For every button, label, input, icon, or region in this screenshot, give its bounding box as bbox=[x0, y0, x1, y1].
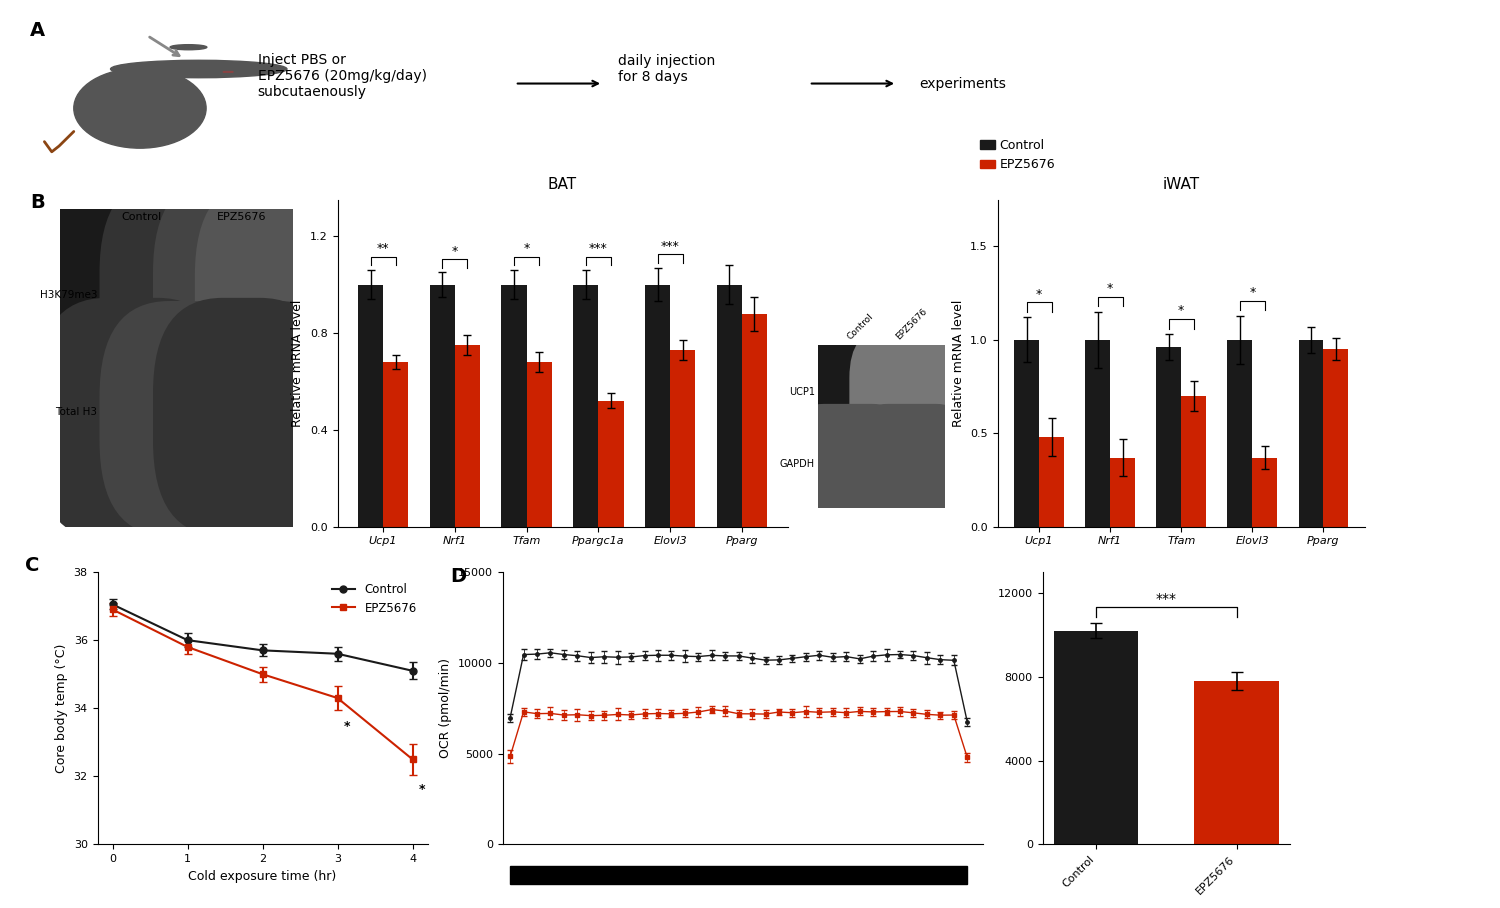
FancyBboxPatch shape bbox=[849, 329, 975, 455]
Text: **: ** bbox=[376, 242, 390, 255]
Ellipse shape bbox=[170, 44, 207, 50]
Y-axis label: Relative mRNA level: Relative mRNA level bbox=[951, 300, 964, 427]
FancyBboxPatch shape bbox=[195, 301, 348, 536]
Text: daily injection
for 8 days: daily injection for 8 days bbox=[618, 54, 716, 84]
Text: EPZ5676: EPZ5676 bbox=[216, 212, 266, 222]
Bar bbox=[573, 284, 598, 527]
Text: *: * bbox=[1250, 286, 1256, 299]
Y-axis label: OCR (pmol/min): OCR (pmol/min) bbox=[440, 658, 452, 758]
Legend: Control, EPZ5676: Control, EPZ5676 bbox=[975, 134, 1060, 176]
Bar bbox=[1156, 348, 1180, 527]
Bar bbox=[670, 350, 696, 527]
FancyBboxPatch shape bbox=[786, 327, 906, 459]
Bar bbox=[358, 284, 382, 527]
FancyBboxPatch shape bbox=[102, 368, 284, 457]
FancyBboxPatch shape bbox=[36, 174, 228, 421]
Text: *: * bbox=[1107, 282, 1113, 295]
Bar bbox=[429, 284, 454, 527]
Legend: Control, EPZ5676: Control, EPZ5676 bbox=[327, 578, 422, 619]
Text: Control: Control bbox=[846, 312, 874, 341]
Bar bbox=[1299, 340, 1323, 527]
Bar bbox=[454, 345, 480, 527]
Bar bbox=[1040, 437, 1064, 527]
Text: Inject PBS or
EPZ5676 (20mg/kg/day)
subcutaenously: Inject PBS or EPZ5676 (20mg/kg/day) subc… bbox=[258, 53, 426, 100]
FancyBboxPatch shape bbox=[786, 404, 910, 531]
FancyBboxPatch shape bbox=[818, 439, 945, 489]
Text: Total H3: Total H3 bbox=[56, 407, 98, 418]
Text: *: * bbox=[1036, 288, 1042, 301]
FancyBboxPatch shape bbox=[153, 177, 332, 412]
Bar bbox=[510, 866, 968, 884]
Bar bbox=[1194, 681, 1278, 844]
Bar bbox=[1227, 340, 1252, 527]
Bar bbox=[1182, 396, 1206, 527]
Bar bbox=[1053, 631, 1138, 844]
FancyBboxPatch shape bbox=[99, 301, 276, 536]
FancyBboxPatch shape bbox=[849, 404, 975, 531]
Bar bbox=[1252, 458, 1276, 527]
Text: Control: Control bbox=[122, 212, 162, 222]
Bar bbox=[526, 362, 552, 527]
Text: D: D bbox=[450, 568, 466, 586]
Text: *: * bbox=[419, 784, 424, 796]
FancyBboxPatch shape bbox=[195, 180, 348, 409]
Text: C: C bbox=[26, 556, 39, 575]
Text: *: * bbox=[344, 720, 350, 734]
Text: ***: *** bbox=[1155, 592, 1176, 606]
FancyBboxPatch shape bbox=[99, 177, 280, 415]
Text: EPZ5676: EPZ5676 bbox=[894, 307, 928, 341]
Bar bbox=[717, 284, 742, 527]
Y-axis label: Relative mRNA level: Relative mRNA level bbox=[291, 300, 304, 427]
Text: ***: *** bbox=[590, 242, 608, 255]
Bar bbox=[645, 284, 670, 527]
Bar bbox=[1110, 458, 1136, 527]
Bar bbox=[382, 362, 408, 527]
Text: *: * bbox=[524, 242, 530, 255]
Text: *: * bbox=[452, 245, 458, 258]
Bar bbox=[1014, 340, 1040, 527]
FancyBboxPatch shape bbox=[102, 247, 284, 342]
X-axis label: Cold exposure time (hr): Cold exposure time (hr) bbox=[189, 870, 336, 883]
FancyBboxPatch shape bbox=[36, 298, 228, 539]
Text: B: B bbox=[30, 193, 45, 212]
Text: A: A bbox=[30, 21, 45, 40]
Ellipse shape bbox=[74, 68, 206, 148]
Text: H3K79me3: H3K79me3 bbox=[39, 290, 98, 300]
Text: GAPDH: GAPDH bbox=[780, 459, 814, 469]
Bar bbox=[501, 284, 526, 527]
Bar bbox=[598, 400, 624, 527]
Title: iWAT: iWAT bbox=[1162, 177, 1200, 192]
Text: UCP1: UCP1 bbox=[789, 388, 814, 398]
FancyBboxPatch shape bbox=[153, 298, 330, 536]
Text: experiments: experiments bbox=[920, 76, 1007, 91]
Bar bbox=[742, 313, 766, 527]
Bar bbox=[1086, 340, 1110, 527]
Circle shape bbox=[111, 60, 286, 78]
Text: ***: *** bbox=[662, 240, 680, 253]
FancyBboxPatch shape bbox=[818, 365, 945, 419]
Y-axis label: Core body temp (°C): Core body temp (°C) bbox=[56, 644, 68, 773]
Title: BAT: BAT bbox=[548, 177, 578, 192]
Text: *: * bbox=[1178, 304, 1185, 318]
Bar bbox=[1323, 350, 1348, 527]
